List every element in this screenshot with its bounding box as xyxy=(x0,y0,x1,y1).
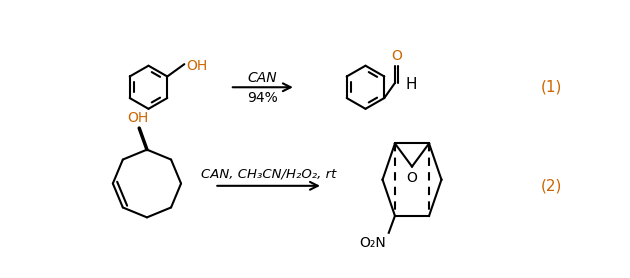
Text: (2): (2) xyxy=(541,178,562,193)
Text: H: H xyxy=(406,77,418,92)
Text: CAN: CAN xyxy=(248,71,277,85)
Text: OH: OH xyxy=(186,59,208,73)
Text: 94%: 94% xyxy=(247,91,278,105)
Text: CAN, CH₃CN/H₂O₂, rt: CAN, CH₃CN/H₂O₂, rt xyxy=(201,168,336,181)
Text: O₂N: O₂N xyxy=(359,236,386,250)
Text: OH: OH xyxy=(127,111,148,125)
Text: O: O xyxy=(406,171,418,185)
Text: (1): (1) xyxy=(541,80,562,95)
Text: O: O xyxy=(391,49,402,63)
